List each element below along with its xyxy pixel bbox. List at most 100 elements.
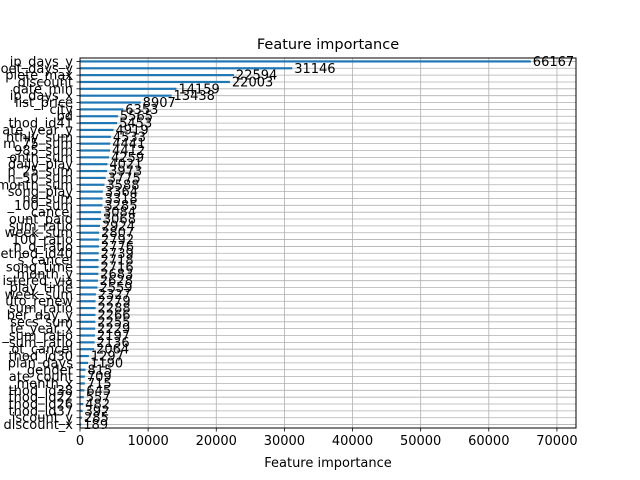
- bar-21: [80, 204, 103, 207]
- value-label-37: 2266: [97, 308, 130, 323]
- feature-label-18: month_sum: [0, 178, 73, 193]
- bar-19: [80, 190, 103, 193]
- feature-label-30: song_time: [6, 260, 73, 275]
- bar-9: [80, 121, 118, 125]
- bar-44: [80, 361, 89, 365]
- bar-15: [80, 163, 108, 166]
- feature-label-5: ip_days_x: [10, 89, 74, 104]
- value-label-2: 22594: [236, 69, 277, 84]
- value-label-51: 392: [85, 404, 110, 419]
- feature-label-17: n_50_sum: [8, 171, 73, 186]
- feature-label-49: thod_id22: [9, 391, 73, 406]
- value-label-43: 1297: [91, 350, 124, 365]
- bar-16: [80, 169, 108, 173]
- feature-label-51: thod_id37: [9, 404, 73, 419]
- bar-45: [80, 368, 86, 371]
- feature-label-14: onth_sum: [9, 151, 73, 166]
- value-label-26: 2792: [101, 233, 134, 248]
- value-label-22: 3084: [103, 206, 136, 221]
- value-label-38: 2255: [97, 315, 130, 330]
- bar-37: [80, 313, 96, 317]
- bar-43: [80, 354, 89, 358]
- value-label-27: 2776: [101, 240, 134, 255]
- bar-22: [80, 211, 102, 214]
- feature-label-20: nq_sum: [22, 192, 73, 207]
- feature-label-29: s_cancel: [18, 254, 73, 269]
- value-label-18: 3588: [106, 178, 139, 193]
- bar-47: [80, 382, 85, 385]
- bar-30: [80, 265, 99, 269]
- feature-label-40: _sum_ratio: [1, 329, 73, 344]
- feature-label-36: sum_ratio: [9, 302, 73, 317]
- value-label-8: 5565: [120, 110, 153, 125]
- value-label-40: 2197: [97, 329, 130, 344]
- value-label-6: 8907: [143, 96, 176, 111]
- value-label-24: 2924: [102, 219, 135, 234]
- value-label-44: 1190: [90, 356, 123, 371]
- value-label-9: 5453: [119, 117, 152, 132]
- bar-26: [80, 238, 100, 241]
- bar-20: [80, 197, 103, 200]
- x-tick-label-0: 0: [76, 434, 84, 449]
- feature-label-42: ot_cancel: [11, 343, 73, 358]
- bar-12: [80, 142, 111, 145]
- value-label-36: 2288: [98, 302, 131, 317]
- bar-23: [80, 217, 101, 221]
- feature-label-24: sum_ratio: [9, 219, 73, 234]
- bar-14: [80, 156, 110, 159]
- bar-46: [80, 375, 85, 378]
- bar-42: [80, 348, 95, 351]
- bar-38: [80, 320, 96, 323]
- feature-label-19: song_play: [8, 185, 74, 200]
- bar-49: [80, 396, 84, 399]
- feature-label-44: plan_days: [8, 356, 73, 371]
- bar-7: [80, 108, 124, 111]
- value-label-15: 4021: [109, 158, 142, 173]
- value-label-1: 31146: [294, 62, 335, 77]
- bar-13: [80, 149, 111, 152]
- bar-29: [80, 259, 99, 262]
- feature-label-8: bd: [56, 110, 73, 125]
- feature-label-37: ber_day_y: [7, 308, 74, 323]
- feature-label-28: ethod_id40: [1, 247, 73, 262]
- feature-label-3: discount: [18, 75, 73, 90]
- bar-6: [80, 101, 141, 104]
- bar-3: [80, 80, 230, 84]
- x-tick-label-7: 70000: [536, 434, 577, 449]
- feature-label-11: nthly_sum: [6, 130, 73, 145]
- bar-48: [80, 389, 85, 392]
- feature-label-13: _985_sum: [7, 144, 74, 159]
- feature-label-53: discount_x: [3, 418, 73, 433]
- feature-label-9: thod_id41: [9, 117, 73, 132]
- value-label-34: 2327: [98, 288, 131, 303]
- feature-label-7: city: [49, 103, 73, 118]
- feature-label-25: week_sum: [5, 226, 73, 241]
- feature-label-23: ount_paid: [9, 213, 73, 228]
- x-tick-label-4: 40000: [332, 434, 373, 449]
- feature-label-26: 100_ratio: [12, 233, 73, 248]
- bar-41: [80, 341, 95, 344]
- feature-label-16: n_25_sum: [8, 165, 73, 180]
- feature-label-52: iscount_y: [12, 411, 74, 426]
- feature-label-0: ip_days_y: [10, 55, 74, 70]
- feature-label-33: play_time: [10, 281, 73, 296]
- bar-18: [80, 183, 105, 186]
- value-label-14: 4259: [111, 151, 144, 166]
- bars: [80, 60, 531, 426]
- value-label-12: 4441: [112, 137, 145, 152]
- x-tick-label-6: 60000: [468, 434, 509, 449]
- feature-label-35: uto_renew: [5, 295, 73, 310]
- x-tick-label-2: 20000: [196, 434, 237, 449]
- bar-50: [80, 402, 84, 406]
- chart-title: Feature importance: [257, 37, 399, 53]
- value-label-10: 4919: [116, 123, 149, 138]
- bar-4: [80, 87, 177, 90]
- bar-5: [80, 94, 172, 97]
- value-label-4: 14159: [178, 82, 219, 97]
- value-label-17: 3775: [108, 171, 141, 186]
- value-label-11: 4533: [113, 130, 146, 145]
- value-label-0: 66167: [533, 55, 574, 70]
- feature-label-34: week_sum: [5, 288, 73, 303]
- feature-label-32: istered_via: [2, 274, 73, 289]
- value-label-46: 709: [87, 370, 112, 385]
